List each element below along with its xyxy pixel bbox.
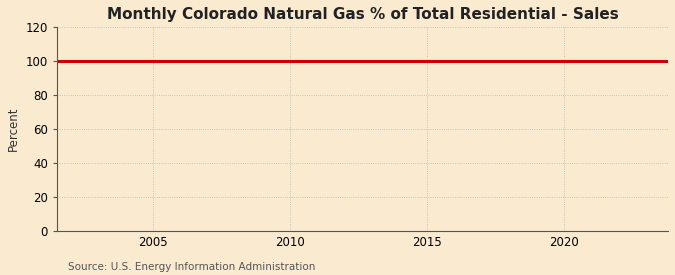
Text: Source: U.S. Energy Information Administration: Source: U.S. Energy Information Administ… (68, 262, 315, 272)
Title: Monthly Colorado Natural Gas % of Total Residential - Sales: Monthly Colorado Natural Gas % of Total … (107, 7, 618, 22)
Y-axis label: Percent: Percent (7, 107, 20, 151)
